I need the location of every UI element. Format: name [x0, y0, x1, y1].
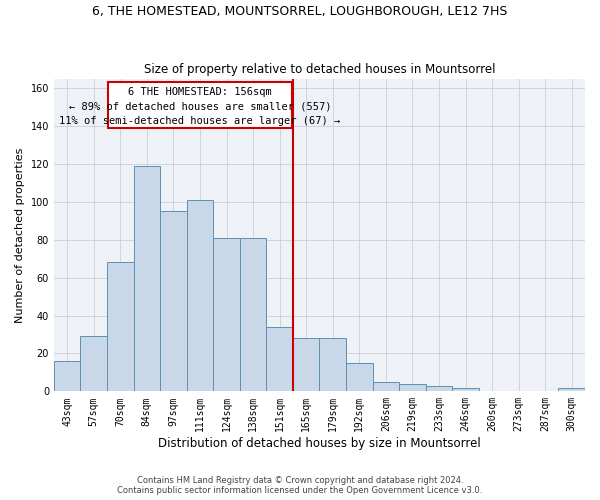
Bar: [399, 384, 425, 392]
Text: 6, THE HOMESTEAD, MOUNTSORREL, LOUGHBOROUGH, LE12 7HS: 6, THE HOMESTEAD, MOUNTSORREL, LOUGHBORO…: [92, 5, 508, 18]
Bar: [425, 386, 452, 392]
Y-axis label: Number of detached properties: Number of detached properties: [15, 148, 25, 322]
Bar: [134, 166, 160, 392]
Text: 6 THE HOMESTEAD: 156sqm: 6 THE HOMESTEAD: 156sqm: [128, 87, 272, 97]
Bar: [319, 338, 346, 392]
Bar: [80, 336, 107, 392]
Bar: [240, 238, 266, 392]
Text: 11% of semi-detached houses are larger (67) →: 11% of semi-detached houses are larger (…: [59, 116, 341, 126]
Bar: [213, 238, 240, 392]
Bar: [54, 361, 80, 392]
Bar: [187, 200, 213, 392]
Bar: [160, 211, 187, 392]
Bar: [559, 388, 585, 392]
Bar: [373, 382, 399, 392]
X-axis label: Distribution of detached houses by size in Mountsorrel: Distribution of detached houses by size …: [158, 437, 481, 450]
Title: Size of property relative to detached houses in Mountsorrel: Size of property relative to detached ho…: [144, 63, 495, 76]
Text: ← 89% of detached houses are smaller (557): ← 89% of detached houses are smaller (55…: [69, 102, 331, 112]
Bar: [107, 262, 134, 392]
Bar: [452, 388, 479, 392]
Text: Contains HM Land Registry data © Crown copyright and database right 2024.
Contai: Contains HM Land Registry data © Crown c…: [118, 476, 482, 495]
Bar: [109, 82, 292, 128]
Bar: [266, 327, 293, 392]
Bar: [293, 338, 319, 392]
Bar: [346, 363, 373, 392]
